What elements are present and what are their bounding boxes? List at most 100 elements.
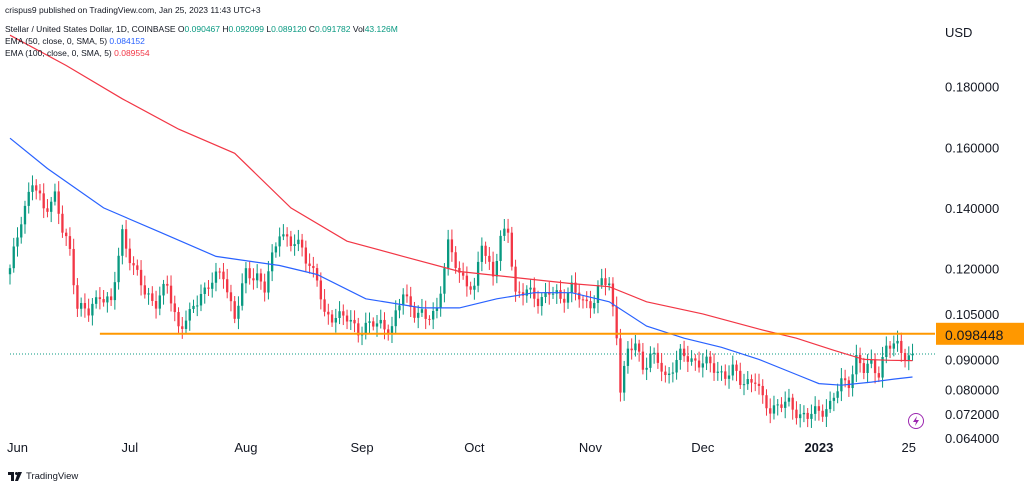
candle-body <box>237 305 240 319</box>
candle-body <box>757 383 761 386</box>
candle-body <box>739 370 742 385</box>
candle-body <box>518 291 521 293</box>
candle-body <box>566 292 570 303</box>
candle-body <box>843 378 847 381</box>
candle-body <box>79 303 83 309</box>
candle-body <box>570 282 573 293</box>
lightning-bolt-icon[interactable] <box>908 413 924 429</box>
ema100-value: 0.089554 <box>114 48 150 58</box>
candle-body <box>780 404 783 408</box>
x-tick-label: Jun <box>7 440 28 455</box>
symbol-line: Stellar / United States Dollar, 1D, COIN… <box>5 24 398 34</box>
candle-body <box>765 395 768 409</box>
candle-body <box>357 323 360 336</box>
candle-body <box>446 239 450 269</box>
x-tick-label: Oct <box>464 440 485 455</box>
candle-body <box>192 305 195 310</box>
high-value: 0.092099 <box>228 24 264 34</box>
candle-body <box>308 263 311 266</box>
candle-body <box>593 302 596 309</box>
candle-body <box>563 298 566 303</box>
candle-body <box>282 234 285 237</box>
candle-body <box>626 348 630 366</box>
candle-body <box>68 236 72 249</box>
candle-body <box>102 299 105 303</box>
candle-body <box>319 280 322 300</box>
candle-body <box>417 312 420 318</box>
candle-body <box>578 292 581 300</box>
candle-body <box>503 228 506 236</box>
y-tick-label: 0.080000 <box>945 383 999 398</box>
candle-body <box>300 239 304 248</box>
candle-body <box>154 300 158 309</box>
candle-body <box>600 278 603 286</box>
ema100-line <box>9 34 913 362</box>
ema100-legend[interactable]: EMA (100, close, 0, SMA, 5) 0.089554 <box>5 48 150 58</box>
candle-body <box>65 232 68 237</box>
tradingview-logo-icon <box>8 472 22 481</box>
candle-body <box>784 401 787 408</box>
candle-body <box>413 307 416 318</box>
candle-body <box>652 352 656 354</box>
candle-body <box>814 406 817 414</box>
candle-body <box>293 244 296 247</box>
candle-body <box>630 348 633 351</box>
candle-body <box>637 343 641 352</box>
close-value: 0.091782 <box>315 24 351 34</box>
y-tick-label: 0.064000 <box>945 431 999 446</box>
candle-body <box>248 268 251 279</box>
support-price-label: 0.098448 <box>945 327 1004 343</box>
ema50-legend[interactable]: EMA (50, close, 0, SMA, 5) 0.084152 <box>5 36 145 46</box>
candle-body <box>667 373 671 376</box>
tradingview-brand[interactable]: TradingView <box>8 471 78 482</box>
candle-body <box>428 318 431 320</box>
candle-body <box>458 267 461 273</box>
candle-body <box>312 265 315 269</box>
candle-body <box>169 285 173 304</box>
candle-body <box>16 237 19 247</box>
candle-body <box>469 286 472 290</box>
candle-body <box>795 409 798 419</box>
candle-body <box>473 285 476 290</box>
candle-body <box>53 191 57 202</box>
candle-body <box>900 340 903 353</box>
candle-body <box>896 340 899 344</box>
candle-body <box>529 287 532 290</box>
candle-body <box>574 282 577 293</box>
candle-body <box>256 273 259 281</box>
candle-body <box>750 379 753 383</box>
x-tick-label: Nov <box>579 440 603 455</box>
candle-body <box>270 252 274 272</box>
candle-body <box>394 310 397 327</box>
candle-body <box>304 247 308 264</box>
candle-body <box>873 359 877 374</box>
candle-body <box>35 185 38 191</box>
y-tick-label: 0.072000 <box>945 407 999 422</box>
candle-body <box>817 406 821 411</box>
candle-body <box>289 236 293 247</box>
candle-body <box>870 359 873 364</box>
candle-body <box>334 318 337 323</box>
candle-body <box>338 311 341 319</box>
candle-body <box>72 248 75 286</box>
candle-body <box>589 301 592 309</box>
candle-body <box>409 296 412 308</box>
open-value: 0.090467 <box>184 24 220 34</box>
candle-body <box>836 391 839 398</box>
x-tick-label: 25 <box>902 440 916 455</box>
candle-body <box>252 278 255 281</box>
candle-body <box>233 301 236 319</box>
candle-body <box>559 290 562 299</box>
candle-body <box>214 271 218 283</box>
candle-body <box>387 329 390 334</box>
y-tick-label: 0.090000 <box>945 352 999 367</box>
candle-body <box>731 364 734 376</box>
candle-body <box>330 314 334 323</box>
currency-label: USD <box>945 25 973 40</box>
candle-body <box>888 345 892 349</box>
candle-body <box>424 309 427 319</box>
candle-body <box>151 293 154 301</box>
y-tick-label: 0.140000 <box>945 201 999 216</box>
